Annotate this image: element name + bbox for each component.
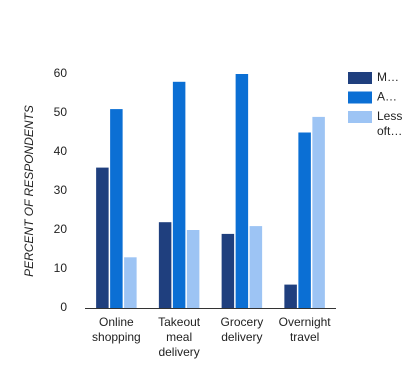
bar	[312, 116, 325, 309]
y-axis-label: PERCENT OF RESPONDENTS	[22, 105, 36, 277]
y-tick-label: 30	[54, 183, 68, 197]
bar	[124, 257, 137, 308]
bar	[186, 230, 200, 308]
legend-swatch	[348, 72, 372, 84]
legend-label: M…	[377, 70, 399, 84]
legend-label: A…	[377, 90, 397, 104]
y-tick-label: 10	[54, 261, 68, 275]
y-tick-label: 20	[54, 222, 68, 236]
y-tick-label: 50	[54, 105, 68, 119]
y-tick-label: 0	[60, 300, 67, 314]
x-tick-label: Grocery delivery	[221, 315, 264, 344]
legend-swatch	[348, 91, 372, 104]
bar	[110, 109, 123, 308]
bar	[221, 233, 235, 308]
bar	[249, 226, 263, 308]
bar	[235, 74, 249, 308]
bar	[298, 132, 311, 308]
bar	[96, 167, 109, 308]
bar	[172, 81, 186, 308]
x-tick-label: Overnight travel	[279, 315, 332, 344]
legend-swatch	[348, 111, 372, 123]
x-tick-label: Takeout meal delivery	[158, 315, 201, 359]
legend-label: Less oft…	[377, 109, 402, 138]
bar	[284, 284, 297, 308]
y-tick-label: 40	[54, 144, 68, 158]
x-tick-label: Online shopping	[92, 315, 141, 344]
bar	[158, 222, 172, 308]
y-tick-label: 60	[54, 66, 68, 80]
